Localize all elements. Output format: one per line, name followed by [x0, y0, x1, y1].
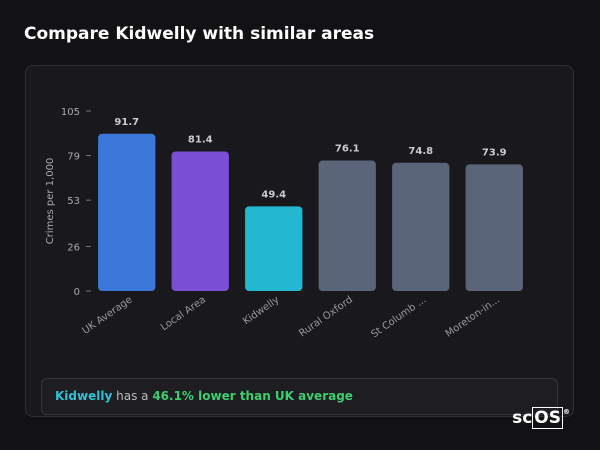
- y-tick-label: 0: [74, 287, 80, 298]
- bar: [245, 206, 303, 291]
- y-tick-label: 53: [67, 196, 80, 207]
- value-label: 91.7: [114, 117, 139, 128]
- summary-place: Kidwelly: [55, 389, 113, 403]
- summary-comparison: 46.1% lower than UK average: [152, 389, 353, 403]
- value-label: 76.1: [335, 144, 360, 155]
- logo-boxed: OS: [532, 407, 563, 429]
- page-title: Compare Kidwelly with similar areas: [24, 24, 375, 44]
- value-label: 73.9: [482, 147, 507, 158]
- logo: sc OS ®: [512, 407, 570, 429]
- summary: Kidwelly has a 46.1% lower than UK avera…: [41, 378, 558, 415]
- y-tick-label: 79: [67, 152, 80, 163]
- y-tick-label: 105: [61, 107, 80, 118]
- logo-prefix: sc: [512, 408, 533, 428]
- x-tick-label: St Columb ...: [369, 294, 428, 340]
- bar: [318, 160, 376, 291]
- x-tick-label: Moreton-in...: [444, 294, 502, 339]
- bar: [465, 164, 523, 291]
- logo-mark: ®: [563, 408, 570, 416]
- summary-text: has a: [116, 389, 149, 403]
- x-tick-label: Kidwelly: [241, 294, 281, 327]
- value-label: 49.4: [261, 189, 286, 200]
- y-tick-label: 26: [67, 242, 80, 253]
- x-tick-label: UK Average: [81, 294, 135, 336]
- value-label: 81.4: [188, 134, 213, 145]
- value-label: 74.8: [408, 146, 433, 157]
- x-tick-label: Local Area: [159, 294, 208, 333]
- bar: [98, 133, 156, 291]
- x-tick-label: Rural Oxford: [297, 294, 355, 339]
- y-axis-label: Crimes per 1,000: [45, 158, 56, 245]
- bar: [392, 162, 450, 291]
- bar: [171, 151, 229, 291]
